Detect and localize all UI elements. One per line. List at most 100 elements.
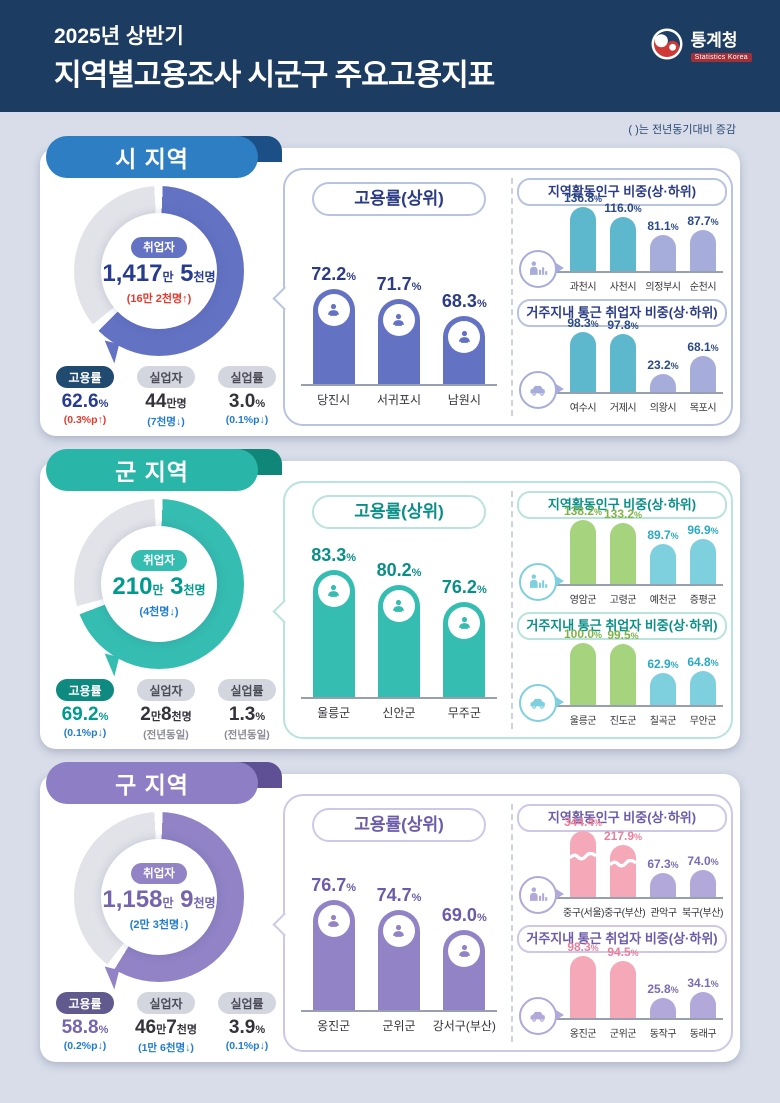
bar-column: 97.8% [603, 318, 643, 392]
chart-title: 거주지내 통근 취업자 비중(상·하위) [517, 299, 727, 327]
bar-column: 80.2% [367, 560, 431, 697]
bar [610, 961, 636, 1018]
bar-column: 34.1% [683, 976, 723, 1018]
population-icon [519, 876, 564, 914]
bar-column: 99.5% [603, 628, 643, 705]
bar [610, 217, 636, 271]
section-title-badge: 시 지역 [46, 136, 258, 178]
employed-change: (2만 3천명↓) [129, 918, 189, 931]
side-charts: 지역활동인구 비중(상·하위) 344.4% 217.9% 67.3% 74.0… [511, 804, 727, 1042]
stat-change: (0.1%p↓) [225, 1040, 269, 1052]
bar-value: 76.7% [311, 875, 357, 895]
bar [690, 356, 716, 392]
bar [650, 374, 676, 392]
stat-value: 44만명 [145, 391, 187, 412]
bar-column: 217.9% [603, 829, 643, 897]
employed-donut-chart: 취업자 210만 3천명 (4천명↓) [74, 499, 244, 677]
bar [377, 585, 420, 697]
logo-subtitle: Statistics Korea [690, 53, 752, 62]
employed-badge: 취업자 [131, 236, 187, 258]
population-icon [519, 250, 564, 288]
statistics-korea-logo: 통계청 Statistics Korea [651, 26, 752, 62]
stat-label-badge: 고용률 [56, 366, 114, 388]
bar-column: 67.3% [643, 857, 683, 897]
bar-column: 71.7% [367, 274, 431, 384]
bar-column: 100.0% [563, 627, 603, 705]
stat-unemployment-rate: 실업률 3.0% (0.1%p↓) [212, 366, 282, 429]
stat-change: (전년동일) [224, 729, 270, 741]
bar [570, 520, 596, 584]
bar [690, 992, 716, 1018]
bar-column: 87.7% [683, 214, 723, 271]
employment-rate-top-chart: 고용률(상위) 72.2% 71.7% 68.3% [293, 178, 505, 416]
page-header: 2025년 상반기 지역별고용조사 시군구 주요고용지표 통계청 Statist… [0, 0, 780, 112]
stat-change: (0.1%p↓) [63, 727, 107, 739]
axis-break-icon [610, 859, 636, 868]
stat-value: 46만7천명 [134, 1017, 198, 1038]
bar [650, 235, 676, 271]
bar-value: 76.2% [441, 577, 487, 597]
car-icon [519, 684, 564, 722]
stat-unemployed: 실업자 2만8천명 (전년동일) [131, 679, 201, 742]
bar-column: 133.2% [603, 507, 643, 584]
employed-change: (16만 2천명↑) [126, 292, 192, 305]
logo-name: 통계청 [690, 31, 738, 50]
stat-value: 2만8천명 [140, 704, 192, 725]
section-si: 시 지역 취업자 1,417만 5천명 (16만 2천명↑) 고용률 62.6%… [40, 136, 740, 436]
activity-population-chart: 지역활동인구 비중(상·하위) 344.4% 217.9% 67.3% 74.0… [517, 804, 727, 921]
stat-change: (0.2%p↓) [63, 1040, 107, 1052]
report-period: 2025년 상반기 [54, 25, 184, 48]
bar [570, 207, 596, 271]
chart-title: 지역활동인구 비중(상·하위) [517, 491, 727, 519]
stats-row: 고용률 62.6% (0.3%p↑) 실업자 44만명 (7천명↓) 실업률 3… [50, 366, 282, 429]
bar-column: 23.2% [643, 358, 683, 392]
x-axis [555, 271, 723, 273]
bar-with-axis-break [610, 845, 636, 897]
car-icon [519, 371, 564, 409]
bar-with-axis-break [570, 831, 596, 897]
bar [610, 334, 636, 392]
employed-donut-chart: 취업자 1,417만 5천명 (16만 2천명↑) [74, 186, 244, 364]
side-charts: 지역활동인구 비중(상·하위) 138.2% 133.2% 89.7% 96.9… [511, 491, 727, 729]
stat-value: 62.6% [61, 391, 109, 412]
bar-value: 71.7% [376, 274, 422, 294]
bar-labels: 당진시 서귀포시 남원시 [317, 393, 481, 407]
bar-column: 68.3% [432, 291, 496, 384]
bar-chart: 83.3% 80.2% 76.2% 울릉군 신안군 무주군 [301, 539, 497, 723]
worker-icon [448, 935, 481, 967]
bar-column: 74.7% [367, 885, 431, 1010]
footnote: ( )는 전년동기대비 증감 [628, 124, 736, 136]
population-icon [519, 563, 564, 601]
activity-population-chart: 지역활동인구 비중(상·하위) 136.8% 116.0% 81.1% 87.7… [517, 178, 727, 295]
bar-labels: 옹진군 군위군 강서구(부산) [317, 1019, 496, 1033]
section-title-badge: 군 지역 [46, 449, 258, 491]
bar [443, 316, 486, 384]
bar-labels: 영암군 고령군 예천군 증평군 [569, 595, 717, 606]
stats-row: 고용률 69.2% (0.1%p↓) 실업자 2만8천명 (전년동일) 실업률 … [50, 679, 282, 742]
bar-value: 72.2% [311, 264, 357, 284]
stat-change: (7천명↓) [147, 416, 185, 428]
donut-pointer [99, 653, 120, 677]
bar-chart: 76.7% 74.7% 69.0% 옹진군 군위군 강서구(부산) [301, 852, 497, 1036]
employment-rate-top-chart: 고용률(상위) 83.3% 80.2% 76.2% [293, 491, 505, 729]
bar [312, 900, 355, 1010]
employed-donut-chart: 취업자 1,158만 9천명 (2만 3천명↓) [74, 812, 244, 990]
worker-icon [317, 575, 350, 607]
employed-count: 1,417만 5천명 [102, 259, 216, 287]
stat-unemployment-rate: 실업률 1.3% (전년동일) [212, 679, 282, 742]
bar-labels: 울릉군 진도군 칠곡군 무안군 [569, 716, 717, 727]
stat-employment-rate: 고용률 69.2% (0.1%p↓) [50, 679, 120, 742]
bar [650, 544, 676, 584]
worker-icon [317, 905, 350, 937]
page-title: 지역별고용조사 시군구 주요고용지표 [54, 59, 495, 92]
bar-column: 116.0% [603, 201, 643, 271]
car-icon [519, 997, 564, 1035]
stat-value: 3.0% [228, 391, 266, 412]
worker-icon [448, 321, 481, 353]
donut-center: 취업자 210만 3천명 (4천명↓) [101, 526, 217, 642]
stat-label-badge: 실업자 [137, 366, 195, 388]
x-axis [301, 697, 497, 699]
bar [690, 671, 716, 705]
bar [610, 644, 636, 705]
bar [690, 539, 716, 584]
